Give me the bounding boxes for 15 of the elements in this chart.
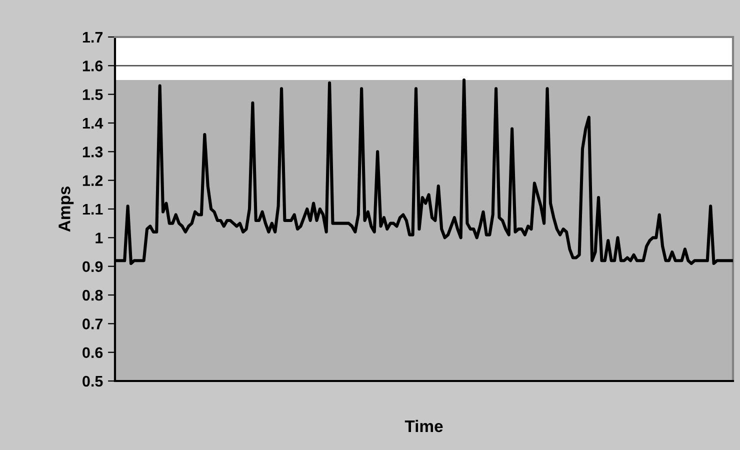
y-tick-label: 0.8 (82, 290, 103, 301)
y-tick-label: 1.6 (82, 60, 103, 72)
y-axis-title: Amps (58, 186, 74, 232)
y-tick-label: 0.6 (82, 347, 103, 358)
y-tick-label: 1.3 (82, 146, 103, 158)
y-tick-label: 1.5 (82, 89, 103, 100)
y-tick-label: 1 (96, 232, 103, 244)
y-tick-label: 0.9 (82, 261, 103, 272)
x-axis-title: Time (404, 420, 443, 432)
y-tick-label: 1.1 (82, 204, 103, 215)
y-tick-label: 1.2 (82, 175, 103, 186)
y-tick-label: 0.5 (82, 376, 103, 387)
y-tick-label: 0.7 (82, 318, 103, 330)
y-tick-label: 1.7 (82, 32, 103, 43)
y-tick-label: 1.4 (82, 118, 104, 129)
